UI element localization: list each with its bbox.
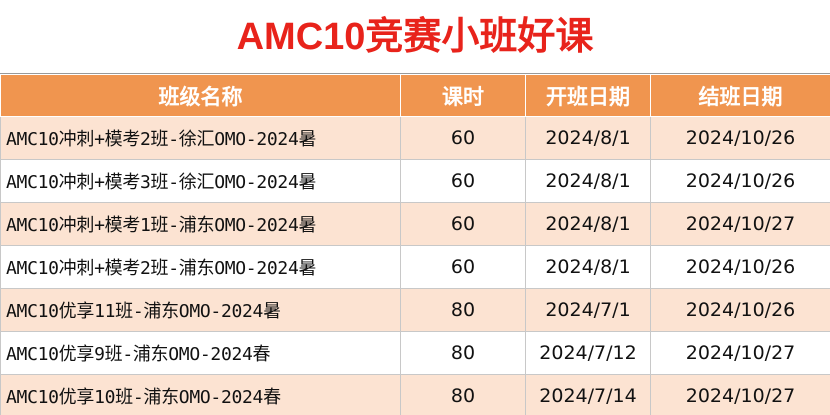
table-cell: 60 [400,159,526,203]
table-cell: 2024/10/26 [650,288,830,332]
class-name-cell: AMC10冲刺+模考1班-浦东OMO-2024暑 [0,202,401,246]
column-header: 结班日期 [650,74,830,117]
class-name-cell: AMC10冲刺+模考3班-徐汇OMO-2024暑 [0,159,401,203]
table-cell: 2024/10/26 [650,159,830,203]
table-cell: 2024/8/1 [525,245,651,289]
table-cell: 80 [400,331,526,375]
course-table: 班级名称 课时 开班日期 结班日期 AMC10冲刺+模考2班-徐汇OMO-2024暑 6… [0,74,830,415]
table-body: AMC10冲刺+模考2班-徐汇OMO-2024暑 60 2024/8/1 2024/1… [0,116,830,415]
table-cell: 60 [400,202,526,246]
table-cell: 60 [400,245,526,289]
table-cell: 60 [400,116,526,160]
column-header: 开班日期 [525,74,651,117]
table-row: AMC10冲刺+模考1班-浦东OMO-2024暑 60 2024/8/1 2024/1… [0,202,830,246]
table-cell: 2024/10/26 [650,116,830,160]
table-cell: 2024/10/26 [650,245,830,289]
title: AMC10竞赛小班好课 [0,0,830,74]
table-cell: 2024/8/1 [525,159,651,203]
table-cell: 80 [400,288,526,332]
class-name-cell: AMC10冲刺+模考2班-浦东OMO-2024暑 [0,245,401,289]
table-row: AMC10优享9班-浦东OMO-2024春 80 2024/7/12 2024/10/… [0,331,830,375]
table-row: AMC10冲刺+模考2班-徐汇OMO-2024暑 60 2024/8/1 2024/1… [0,116,830,160]
table-row: AMC10冲刺+模考2班-浦东OMO-2024暑 60 2024/8/1 2024/1… [0,245,830,289]
class-name-cell: AMC10优享9班-浦东OMO-2024春 [0,331,401,375]
header-row: 班级名称 课时 开班日期 结班日期 [0,74,830,117]
table-cell: 2024/7/1 [525,288,651,332]
table-row: AMC10冲刺+模考3班-徐汇OMO-2024暑 60 2024/8/1 2024/1… [0,159,830,203]
table-cell: 2024/10/27 [650,374,830,415]
table-cell: 2024/7/14 [525,374,651,415]
table-row: AMC10优享10班-浦东OMO-2024春 80 2024/7/14 2024/10… [0,374,830,415]
table-row: AMC10优享11班-浦东OMO-2024暑 80 2024/7/1 2024/10/… [0,288,830,332]
column-header: 班级名称 [0,74,401,117]
column-header: 课时 [400,74,526,117]
table-cell: 2024/10/27 [650,331,830,375]
table-cell: 2024/7/12 [525,331,651,375]
table-cell: 80 [400,374,526,415]
table-cell: 2024/8/1 [525,116,651,160]
table-cell: 2024/8/1 [525,202,651,246]
class-name-cell: AMC10优享11班-浦东OMO-2024暑 [0,288,401,332]
class-name-cell: AMC10冲刺+模考2班-徐汇OMO-2024暑 [0,116,401,160]
class-name-cell: AMC10优享10班-浦东OMO-2024春 [0,374,401,415]
table-cell: 2024/10/27 [650,202,830,246]
